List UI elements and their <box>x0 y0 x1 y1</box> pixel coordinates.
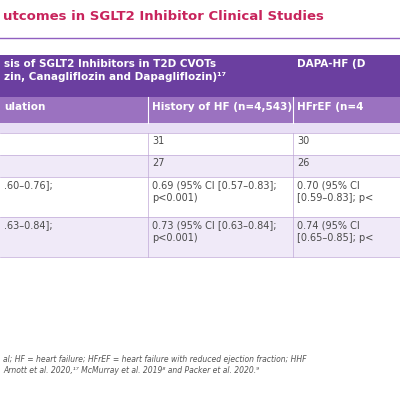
Text: 0.70 (95% CI
[0.59–0.83]; p<: 0.70 (95% CI [0.59–0.83]; p< <box>297 180 373 203</box>
Text: History of HF (n=4,543): History of HF (n=4,543) <box>152 102 292 112</box>
Text: 0.73 (95% CI [0.63–0.84];
p<0.001): 0.73 (95% CI [0.63–0.84]; p<0.001) <box>152 220 276 243</box>
Text: zin, Canagliflozin and Dapagliflozin)¹⁷: zin, Canagliflozin and Dapagliflozin)¹⁷ <box>4 72 226 82</box>
Bar <box>0 217 400 257</box>
Text: utcomes in SGLT2 Inhibitor Clinical Studies: utcomes in SGLT2 Inhibitor Clinical Stud… <box>3 10 324 23</box>
Text: 27: 27 <box>152 158 164 168</box>
Text: 0.74 (95% CI
[0.65–0.85]; p<: 0.74 (95% CI [0.65–0.85]; p< <box>297 220 373 243</box>
Bar <box>0 55 400 97</box>
Text: 26: 26 <box>297 158 309 168</box>
Bar <box>0 177 400 217</box>
Text: DAPA-HF (D: DAPA-HF (D <box>297 59 365 69</box>
Text: ulation: ulation <box>4 102 45 112</box>
Bar <box>0 97 400 123</box>
Text: HFrEF (n=4: HFrEF (n=4 <box>297 102 364 112</box>
Text: .60–0.76];: .60–0.76]; <box>4 180 53 190</box>
Text: 0.69 (95% CI [0.57–0.83];
p<0.001): 0.69 (95% CI [0.57–0.83]; p<0.001) <box>152 180 277 203</box>
Text: 30: 30 <box>297 136 309 146</box>
Bar <box>0 123 400 133</box>
Text: Arnott et al. 2020,¹⁷ McMurray et al. 2019⁸ and Packer et al. 2020.⁹: Arnott et al. 2020,¹⁷ McMurray et al. 20… <box>3 366 259 375</box>
Text: 31: 31 <box>152 136 164 146</box>
Text: .63–0.84];: .63–0.84]; <box>4 220 53 230</box>
Text: al; HF = heart failure; HFrEF = heart failure with reduced ejection fraction; HH: al; HF = heart failure; HFrEF = heart fa… <box>3 355 306 364</box>
Bar <box>0 133 400 155</box>
Bar <box>0 155 400 177</box>
Text: sis of SGLT2 Inhibitors in T2D CVOTs: sis of SGLT2 Inhibitors in T2D CVOTs <box>4 59 216 69</box>
